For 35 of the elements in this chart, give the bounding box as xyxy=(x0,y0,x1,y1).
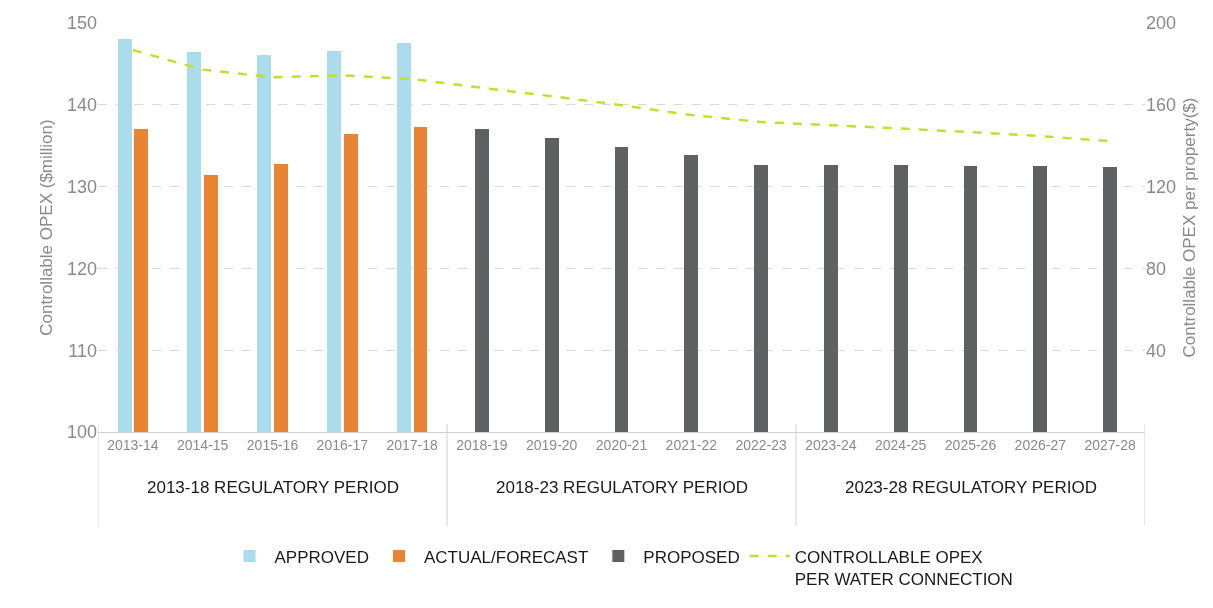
x-tick-label: 2025-26 xyxy=(944,436,997,453)
y2-tick-label: 120 xyxy=(1146,176,1177,197)
y2-tick-label: 200 xyxy=(1146,13,1177,34)
x-tick-label: 2027-28 xyxy=(1084,436,1136,453)
legend-label: CONTROLLABLE OPEX PER WATER CONNECTION xyxy=(794,547,1013,589)
y-tick-label: 150 xyxy=(66,13,97,34)
legend-label: ACTUAL/FORECAST xyxy=(423,547,589,567)
y-tick-label: 140 xyxy=(66,95,97,116)
y-tick-label: 120 xyxy=(66,258,97,279)
x-tick-label: 2014-15 xyxy=(177,436,229,453)
y2-tick-label: 40 xyxy=(1146,340,1167,361)
legend-label: APPROVED xyxy=(274,547,369,567)
y2-tick-label: 80 xyxy=(1146,258,1167,279)
x-tick-label: 2020-21 xyxy=(595,436,648,453)
text: 2018-23 REGULATORY PERIOD xyxy=(496,478,748,497)
y-axis-title: Controllable OPEX ($million) xyxy=(36,119,56,336)
text: 2013-18 REGULATORY PERIOD xyxy=(147,478,399,497)
text: 2023-28 REGULATORY PERIOD xyxy=(845,478,1097,497)
x-tick-label: 2019-20 xyxy=(526,436,578,453)
y-tick-label: 110 xyxy=(68,340,97,361)
x-tick-label: 2018-19 xyxy=(456,436,508,453)
y-tick-label: 130 xyxy=(66,176,97,197)
x-tick-label: 2023-24 xyxy=(805,436,857,453)
x-tick-label: 2015-16 xyxy=(246,436,299,453)
x-tick-label: 2021-22 xyxy=(665,436,718,453)
x-tick-label: 2017-18 xyxy=(386,436,438,453)
x-tick-label: 2024-25 xyxy=(875,436,927,453)
y-tick-label: 100 xyxy=(66,422,97,443)
y2-tick-label: 160 xyxy=(1146,95,1177,116)
x-tick-label: 2022-23 xyxy=(735,436,787,453)
legend-label: PROPOSED xyxy=(643,547,740,567)
x-tick-label: 2026-27 xyxy=(1014,436,1067,453)
x-tick-label: 2016-17 xyxy=(316,436,369,453)
x-tick-label: 2013-14 xyxy=(107,436,159,453)
y2-axis-title: Controllable OPEX per property($) xyxy=(1180,97,1200,358)
